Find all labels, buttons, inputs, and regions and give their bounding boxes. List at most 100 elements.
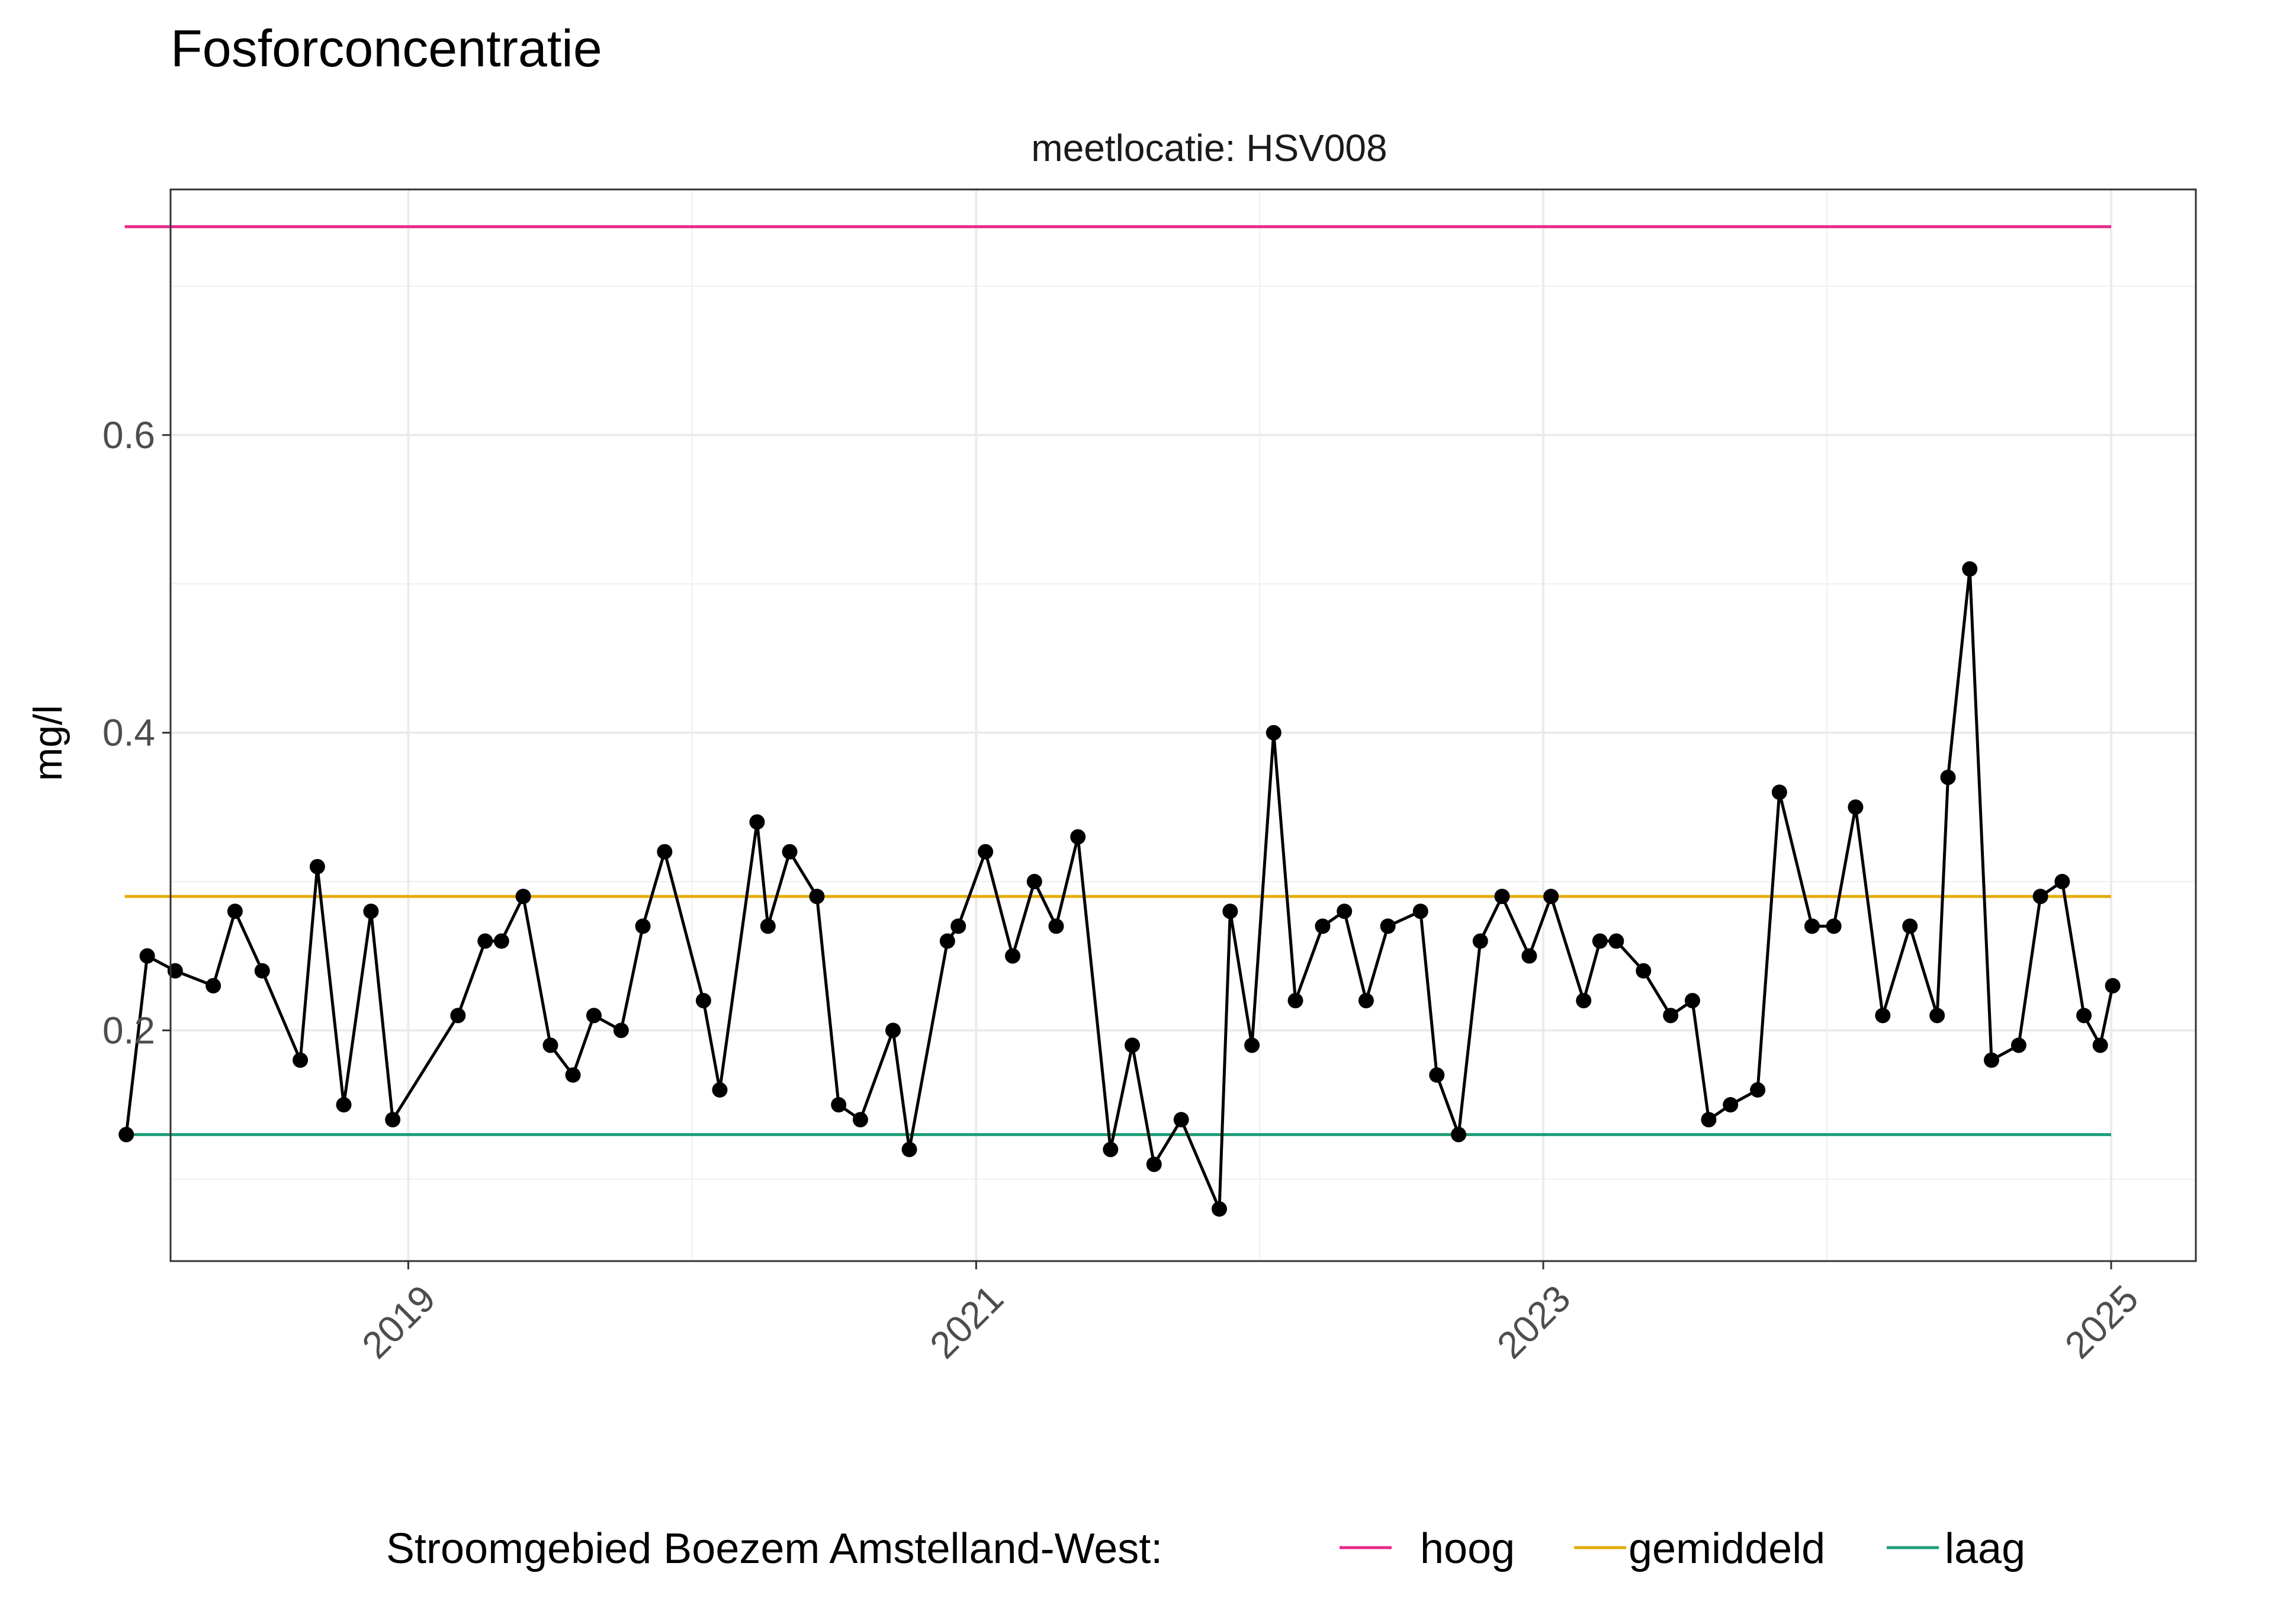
data-point: [950, 918, 966, 934]
data-point: [336, 1097, 352, 1113]
data-point: [1521, 948, 1537, 964]
data-point: [749, 814, 765, 830]
data-point: [1412, 903, 1428, 919]
data-point: [293, 1052, 309, 1068]
data-point: [1358, 993, 1374, 1009]
data-point: [852, 1112, 868, 1128]
legend-label-hoog: hoog: [1420, 1525, 1515, 1572]
reference-lines: [124, 225, 2112, 1136]
data-point: [1451, 1127, 1467, 1143]
data-point: [1287, 993, 1303, 1009]
data-point: [1048, 918, 1064, 934]
data-point: [1222, 903, 1238, 919]
data-point: [586, 1008, 602, 1024]
data-point: [1684, 993, 1700, 1009]
data-point: [1337, 903, 1353, 919]
data-point: [657, 844, 673, 860]
data-point: [1146, 1156, 1162, 1172]
legend-label-laag: laag: [1945, 1525, 2025, 1572]
data-point: [1826, 918, 1842, 934]
data-point: [139, 948, 155, 964]
plot-panel-border: [169, 188, 2197, 1262]
data-point: [1472, 933, 1488, 949]
data-point: [901, 1141, 917, 1157]
data-point: [2076, 1008, 2092, 1024]
data-series: [118, 561, 2121, 1217]
data-point: [1875, 1008, 1891, 1024]
x-axis: 2019 2021 2023 2025: [354, 1261, 2147, 1367]
data-point: [227, 903, 243, 919]
y-tick-label: 0.2: [102, 1009, 155, 1051]
data-point: [1244, 1037, 1260, 1053]
data-point: [493, 933, 509, 949]
plot-background: [171, 189, 2196, 1261]
data-point: [885, 1022, 901, 1038]
data-point: [1701, 1112, 1717, 1128]
data-point: [613, 1022, 629, 1038]
data-point: [1266, 725, 1281, 741]
data-point: [1929, 1008, 1945, 1024]
data-point: [1750, 1082, 1766, 1098]
data-point: [831, 1097, 847, 1113]
x-tick-label: 2025: [2057, 1277, 2147, 1367]
data-point: [760, 918, 776, 934]
data-point: [695, 993, 711, 1009]
data-point: [978, 844, 994, 860]
data-point: [254, 963, 270, 979]
data-point: [1902, 918, 1918, 934]
data-point: [1608, 933, 1624, 949]
data-point: [2092, 1037, 2108, 1053]
data-point: [1962, 561, 1978, 577]
data-point: [515, 889, 531, 905]
data-point: [1576, 993, 1592, 1009]
data-point: [1848, 799, 1864, 815]
data-point: [363, 903, 379, 919]
data-point: [1103, 1141, 1119, 1157]
x-tick-label: 2023: [1489, 1277, 1579, 1367]
legend-title: Stroomgebied Boezem Amstelland-West:: [386, 1525, 1162, 1572]
data-point: [2010, 1037, 2026, 1053]
facet-strip-label: meetlocatie: HSV008: [1031, 127, 1387, 169]
data-point: [2032, 889, 2048, 905]
y-tick-label: 0.6: [102, 414, 155, 456]
data-point: [565, 1067, 581, 1083]
data-point: [450, 1008, 466, 1024]
data-point: [542, 1037, 558, 1053]
data-point: [1429, 1067, 1445, 1083]
data-point: [477, 933, 493, 949]
data-point: [1380, 918, 1396, 934]
x-tick-label: 2019: [354, 1277, 444, 1367]
data-point: [1212, 1201, 1228, 1217]
data-point: [1804, 918, 1820, 934]
legend: Stroomgebied Boezem Amstelland-West: hoo…: [386, 1525, 2025, 1572]
data-point: [1636, 963, 1652, 979]
data-point: [1723, 1097, 1739, 1113]
data-point: [2105, 977, 2121, 993]
y-axis: 0.2 0.4 0.6: [102, 414, 171, 1051]
data-point: [809, 889, 825, 905]
data-point: [1026, 873, 1042, 889]
data-point: [1005, 948, 1021, 964]
data-point: [1592, 933, 1608, 949]
data-point: [635, 918, 651, 934]
data-point: [385, 1112, 401, 1128]
data-point: [1494, 889, 1510, 905]
data-point: [1173, 1112, 1189, 1128]
data-point: [118, 1127, 134, 1143]
data-point: [309, 858, 325, 874]
data-point: [1543, 889, 1559, 905]
x-tick-label: 2021: [921, 1277, 1011, 1367]
data-point: [205, 977, 221, 993]
data-point: [1663, 1008, 1679, 1024]
data-point: [1315, 918, 1331, 934]
data-point: [782, 844, 798, 860]
y-tick-label: 0.4: [102, 712, 155, 754]
y-axis-title: mg/l: [25, 705, 70, 781]
grid-lines: [171, 189, 2196, 1261]
data-point: [1940, 769, 1956, 785]
legend-label-gemiddeld: gemiddeld: [1629, 1525, 1825, 1572]
chart-title: Fosforconcentratie: [171, 19, 602, 78]
data-point: [712, 1082, 728, 1098]
data-point: [939, 933, 955, 949]
